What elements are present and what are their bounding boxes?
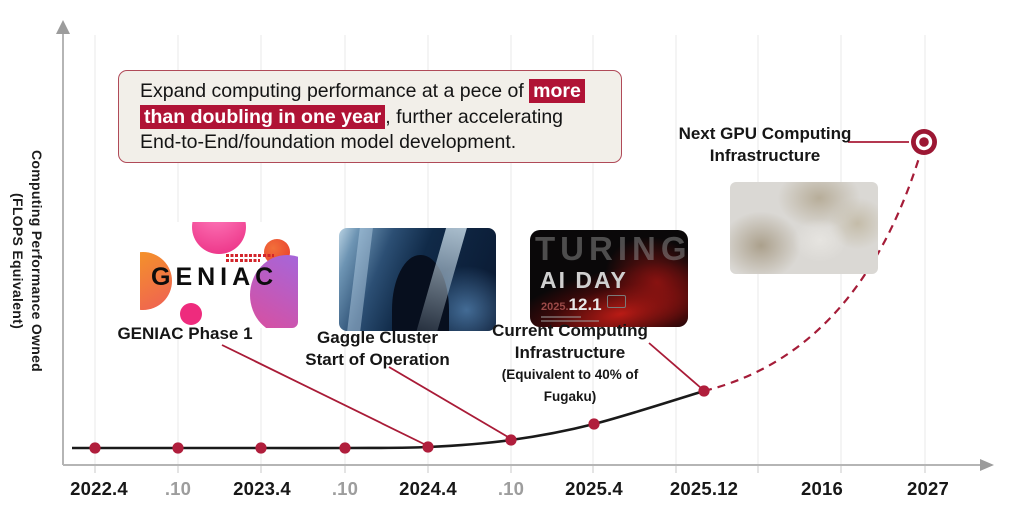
- caption-subtext: (Equivalent to 40% of Fugaku): [501, 367, 639, 404]
- y-axis-label-line2: (FLOPS Equivalent): [9, 192, 26, 330]
- callout-line: Expand computing performance at a pece o…: [140, 79, 621, 105]
- milestone-image-next-gpu: [730, 182, 878, 274]
- decorative-text-bar: [541, 316, 581, 318]
- milestone-image-geniac: GENIAC: [140, 222, 298, 328]
- data-point: [339, 442, 351, 454]
- callout-box: Expand computing performance at a pece o…: [118, 70, 622, 163]
- data-point: [255, 442, 267, 454]
- target-bullseye-center: [919, 137, 929, 147]
- decorative-terrain-blob: [786, 213, 855, 269]
- milestone-caption-gaggle-cluster: Gaggle Cluster Start of Operation: [305, 328, 450, 369]
- data-point: [505, 434, 517, 446]
- ai-day-title: AI DAY: [540, 267, 628, 293]
- x-axis-arrow: [980, 459, 994, 471]
- geniac-logo-text: GENIAC: [151, 263, 279, 291]
- y-axis-label-line1: Computing Performance Owned: [28, 149, 45, 372]
- turing-watermark-text: TURING: [535, 230, 688, 267]
- y-axis-label: Computing Performance Owned (FLOPS Equiv…: [8, 116, 46, 406]
- y-axis-arrow: [56, 20, 70, 34]
- decorative-streak: [345, 228, 374, 331]
- connector-line: [388, 366, 509, 438]
- milestone-caption-geniac: GENIAC Phase 1: [117, 324, 253, 343]
- callout-line: End-to-End/foundation model development.: [140, 130, 621, 156]
- callout-segment: , further accelerating: [385, 105, 564, 128]
- data-point: [698, 385, 710, 397]
- callout-highlight: than doubling in one year: [140, 104, 386, 129]
- decorative-japanese-text: [226, 254, 274, 257]
- milestone-image-gaggle-cluster: [339, 228, 496, 331]
- callout-line: than doubling in one year, further accel…: [140, 104, 621, 131]
- callout-text: Expand computing performance at a pece o…: [140, 79, 621, 156]
- date-tag-box: [606, 295, 626, 308]
- connector-line: [648, 342, 702, 389]
- data-point: [588, 418, 600, 430]
- decorative-blob: [192, 222, 246, 254]
- callout-segment: End-to-End/foundation model development.: [140, 131, 517, 153]
- milestone-caption-current-computing: Current Computing Infrastructure (Equiva…: [474, 320, 666, 407]
- connector-line: [221, 344, 427, 446]
- callout-highlight: more: [529, 79, 585, 103]
- data-point: [89, 442, 101, 454]
- milestone-image-ai-day: TURING AI DAY 2025.12.1: [530, 230, 688, 327]
- decorative-text-bar: [541, 320, 599, 322]
- callout-segment: Expand computing performance at a pece o…: [140, 80, 530, 102]
- decorative-blob: [180, 303, 202, 325]
- projection-dashed-curve: [703, 157, 921, 393]
- ai-day-date: 2025.12.1: [541, 295, 626, 315]
- data-point: [172, 442, 184, 454]
- data-point: [422, 441, 434, 453]
- decorative-japanese-text: [226, 259, 260, 262]
- milestone-caption-next-gpu: Next GPU Computing Infrastructure: [678, 124, 852, 165]
